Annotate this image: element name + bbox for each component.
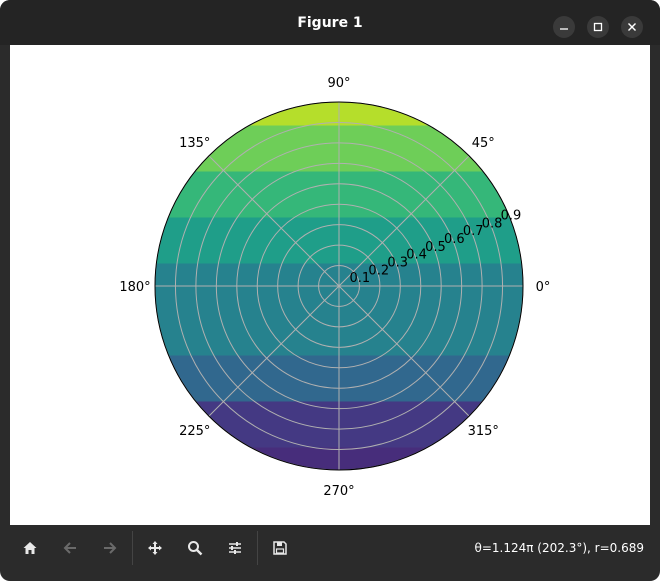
- radial-tick-label: 0.7: [463, 224, 484, 239]
- angle-tick-label: 270°: [323, 484, 354, 499]
- radial-tick-label: 0.2: [368, 263, 389, 278]
- window-title: Figure 1: [297, 14, 363, 31]
- angular-gridline: [208, 155, 340, 287]
- home-button[interactable]: [10, 525, 50, 571]
- angular-gridline: [338, 285, 470, 417]
- arrow-left-icon: [63, 542, 76, 554]
- radial-tick-label: 0.1: [350, 271, 371, 286]
- minimize-button[interactable]: [553, 16, 575, 38]
- radial-tick-label: 0.3: [387, 256, 408, 271]
- angle-tick-label: 90°: [327, 76, 350, 91]
- radial-tick-label: 0.5: [425, 240, 446, 255]
- polar-grid: [154, 101, 524, 471]
- magnifier-icon: [188, 541, 203, 556]
- forward-button[interactable]: [90, 525, 130, 571]
- angle-tick-label: 315°: [468, 424, 499, 439]
- pan-button[interactable]: [135, 525, 175, 571]
- window-border-left: [0, 45, 10, 571]
- minimize-icon: [560, 28, 568, 30]
- sliders-icon: [229, 542, 241, 554]
- move-icon: [148, 541, 162, 555]
- angle-tick-label: 225°: [179, 424, 210, 439]
- angle-tick-label: 0°: [536, 280, 551, 295]
- arrow-right-icon: [104, 542, 117, 554]
- polar-frame: [154, 101, 524, 471]
- radial-tick-label: 0.6: [444, 232, 465, 247]
- angle-labels: 0° 45° 90° 135° 180° 225° 270° 315°: [119, 76, 550, 499]
- floppy-disk-icon: [273, 541, 287, 555]
- maximize-icon: [593, 22, 603, 32]
- angle-tick-label: 45°: [472, 136, 495, 151]
- zoom-button[interactable]: [175, 525, 215, 571]
- angle-tick-label: 180°: [119, 280, 150, 295]
- radial-tick-label: 0.8: [482, 216, 503, 231]
- navigation-toolbar: θ=1.124π (202.3°), r=0.689: [10, 525, 650, 571]
- cursor-coordinates-readout: θ=1.124π (202.3°), r=0.689: [474, 541, 644, 555]
- maximize-button[interactable]: [587, 16, 609, 38]
- angular-gridline: [208, 285, 340, 417]
- toolbar-separator: [257, 531, 258, 565]
- toolbar-separator: [132, 531, 133, 565]
- radial-tick-label: 0.4: [406, 248, 427, 263]
- window-border-right: [650, 45, 660, 571]
- configure-subplots-button[interactable]: [215, 525, 255, 571]
- figure-canvas[interactable]: 0° 45° 90° 135° 180° 225° 270° 315° 0.1 0.2 0.3 0.…: [10, 45, 650, 525]
- title-bar[interactable]: Figure 1: [0, 0, 660, 46]
- back-button[interactable]: [50, 525, 90, 571]
- save-button[interactable]: [260, 525, 300, 571]
- home-icon: [23, 542, 37, 554]
- radial-tick-label: 0.9: [501, 209, 522, 224]
- angle-tick-label: 135°: [179, 136, 210, 151]
- polar-plot: 0°45°90°135°180°225°270°315° 0.10.20.30.…: [119, 76, 550, 499]
- radial-labels: 0.10.20.30.40.50.60.70.80.9: [350, 209, 522, 287]
- angular-gridline: [338, 155, 470, 287]
- close-button[interactable]: [621, 16, 643, 38]
- close-icon: [628, 23, 636, 31]
